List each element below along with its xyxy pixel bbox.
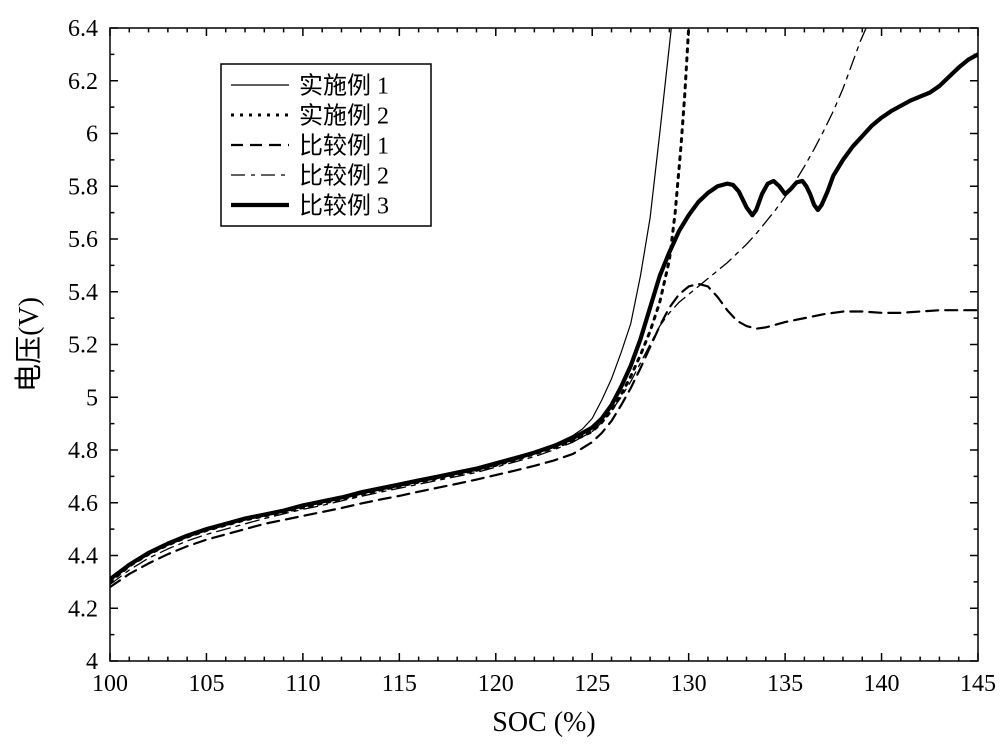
voltage-soc-line-chart: 10010511011512012513013514014544.24.44.6… [0, 0, 1000, 751]
legend-label: 比较例 1 [299, 132, 389, 159]
y-tick-label: 6 [86, 122, 98, 148]
x-tick-label: 135 [767, 671, 803, 697]
x-tick-label: 130 [671, 671, 707, 697]
legend-label: 实施例 1 [299, 72, 389, 99]
y-tick-label: 4.4 [68, 544, 98, 570]
y-tick-label: 6.4 [68, 16, 98, 42]
y-tick-label: 5.2 [68, 333, 98, 359]
x-tick-label: 125 [574, 671, 610, 697]
legend-label: 比较例 3 [299, 192, 389, 219]
x-axis-title: SOC (%) [492, 707, 595, 738]
x-tick-label: 110 [285, 671, 320, 697]
y-tick-label: 5.6 [68, 227, 98, 253]
y-tick-label: 5.8 [68, 174, 98, 200]
x-tick-label: 140 [864, 671, 900, 697]
y-tick-label: 4.2 [68, 596, 98, 622]
legend-label: 比较例 2 [299, 162, 389, 189]
x-tick-label: 115 [382, 671, 417, 697]
y-tick-label: 5 [86, 385, 98, 411]
x-tick-label: 145 [960, 671, 996, 697]
y-tick-label: 4 [86, 649, 98, 675]
legend-label: 实施例 2 [299, 102, 389, 129]
y-tick-label: 4.8 [68, 438, 98, 464]
chart-container: 10010511011512012513013514014544.24.44.6… [0, 0, 1000, 751]
y-tick-label: 4.6 [68, 491, 98, 517]
y-axis-title: 电压(V) [13, 297, 45, 392]
y-tick-label: 6.2 [68, 69, 98, 95]
y-tick-label: 5.4 [68, 280, 98, 306]
x-tick-label: 120 [478, 671, 514, 697]
x-tick-label: 105 [188, 671, 224, 697]
